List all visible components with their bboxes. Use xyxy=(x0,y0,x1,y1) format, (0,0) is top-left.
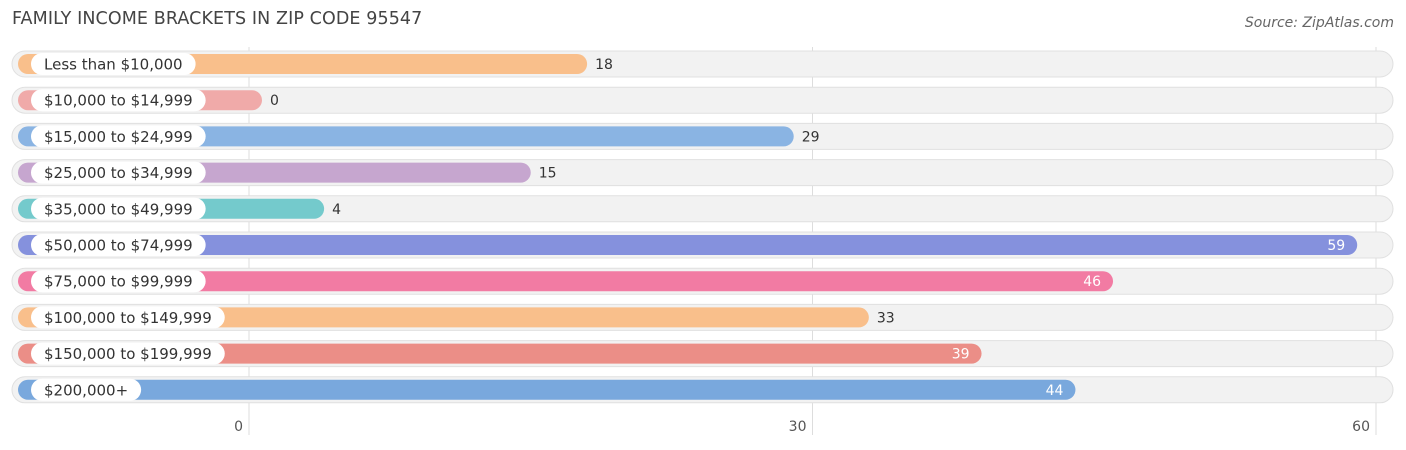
bar xyxy=(18,343,982,364)
bar xyxy=(18,379,1076,400)
bar-category-label: $75,000 to $99,999 xyxy=(44,273,193,291)
bar-value-label: 46 xyxy=(1083,274,1101,290)
x-tick-label: 60 xyxy=(1352,419,1370,435)
x-tick-label: 30 xyxy=(789,419,807,435)
category-label-pill xyxy=(31,378,142,401)
category-label-pill xyxy=(31,89,206,112)
bar-category-label: Less than $10,000 xyxy=(44,56,183,74)
chart-source: Source: ZipAtlas.com xyxy=(1244,15,1394,31)
bar-value-label: 4 xyxy=(332,202,341,218)
bar-category-label: $100,000 to $149,999 xyxy=(44,309,212,327)
category-label-pill xyxy=(31,161,206,184)
bar xyxy=(18,271,1114,292)
x-tick-label: 0 xyxy=(234,419,243,435)
bar-value-label: 29 xyxy=(802,129,820,145)
category-label-pill xyxy=(31,197,206,220)
bar-value-label: 59 xyxy=(1327,238,1345,254)
bar xyxy=(18,235,1358,255)
bar xyxy=(18,126,794,147)
category-label-pill xyxy=(31,270,206,293)
category-label-pill xyxy=(31,125,206,148)
bar-category-label: $200,000+ xyxy=(44,381,128,399)
bar-value-label: 15 xyxy=(539,166,557,182)
bar-value-label: 44 xyxy=(1046,383,1064,399)
row-background xyxy=(11,86,1394,114)
bar-category-label: $25,000 to $34,999 xyxy=(44,164,193,182)
row-background xyxy=(11,195,1394,223)
chart-title: FAMILY INCOME BRACKETS IN ZIP CODE 95547 xyxy=(12,9,423,29)
category-label-pill xyxy=(31,306,225,329)
bar-category-label: $15,000 to $24,999 xyxy=(44,128,193,146)
bar-category-label: $150,000 to $199,999 xyxy=(44,345,212,363)
category-label-pill xyxy=(31,53,196,75)
bar-category-label: $10,000 to $14,999 xyxy=(44,92,193,110)
bar-category-label: $50,000 to $74,999 xyxy=(44,237,193,255)
bar-category-label: $35,000 to $49,999 xyxy=(44,200,193,218)
bar-value-label: 18 xyxy=(595,57,613,73)
category-label-pill xyxy=(31,234,206,256)
bar-value-label: 39 xyxy=(952,347,970,363)
bar-value-label: 0 xyxy=(270,93,279,109)
category-label-pill xyxy=(31,342,225,365)
bar xyxy=(18,307,869,328)
bar-value-label: 33 xyxy=(877,310,895,326)
